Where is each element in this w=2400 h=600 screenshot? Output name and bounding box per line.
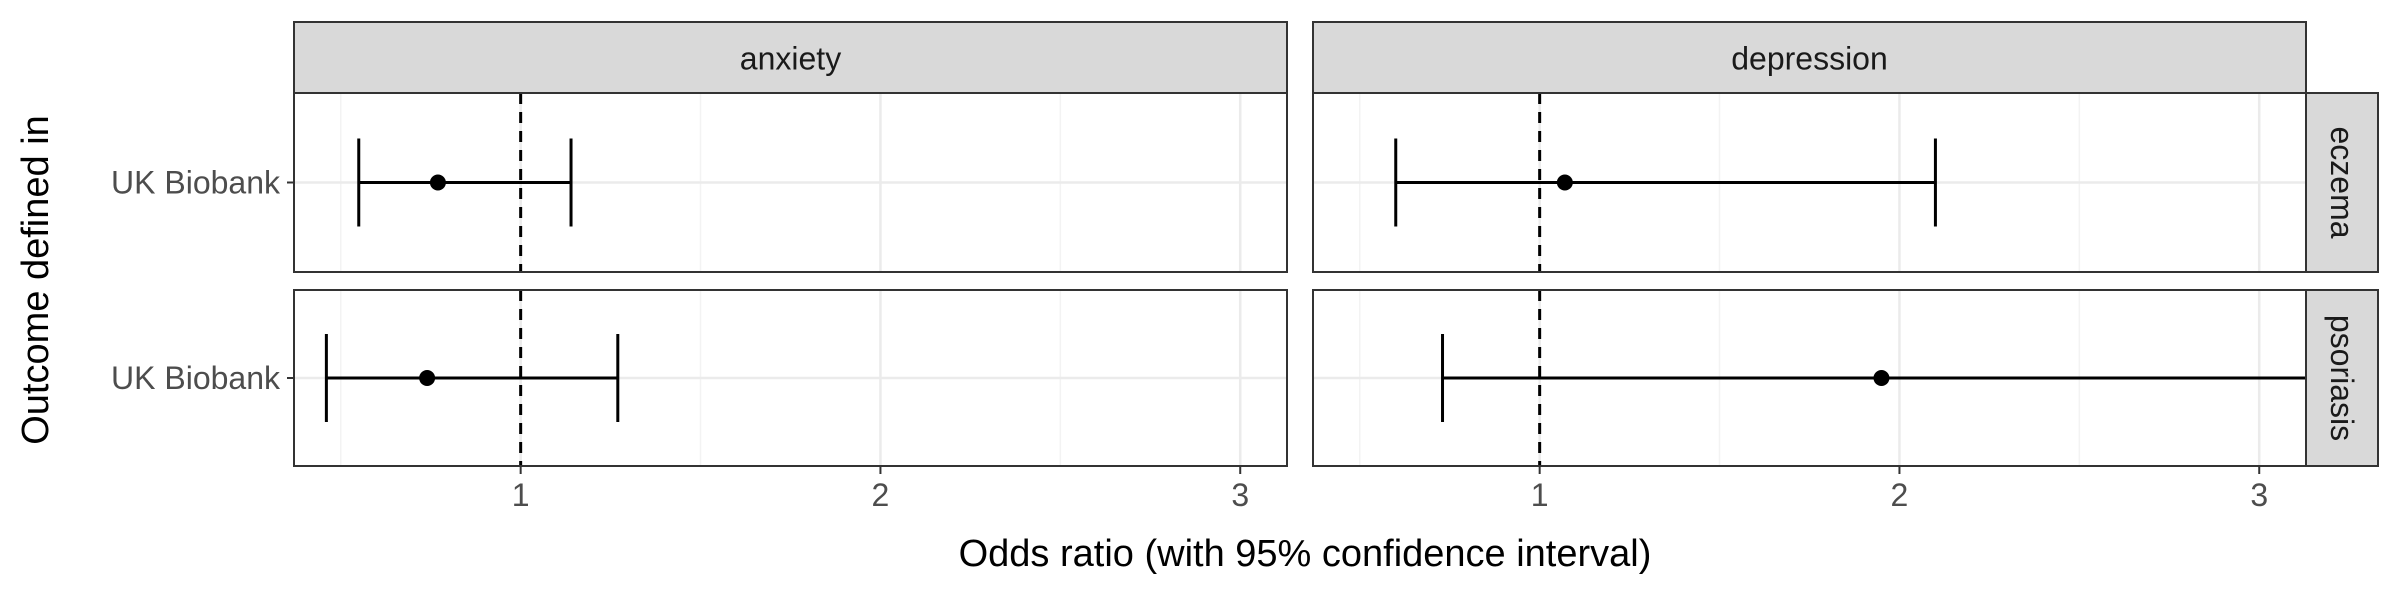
x-tick-label: 2 (1891, 477, 1909, 513)
facet-strip-psoriasis (2305, 289, 2379, 467)
panel-border-depression-eczema (1312, 92, 2307, 273)
panel-border-depression-psoriasis (1312, 289, 2307, 467)
x-tick-label: 1 (512, 477, 530, 513)
panel-depression-eczema (1312, 92, 2307, 273)
x-tick-label: 2 (872, 477, 890, 513)
x-axis-title: Odds ratio (with 95% confidence interval… (959, 533, 1652, 575)
panel-anxiety-eczema: UK Biobank (111, 92, 1288, 273)
facet-strip-label-psoriasis: psoriasis (2324, 315, 2360, 441)
panels-layer: anxiety depression eczema psoriasis UK Bioba… (111, 21, 2379, 513)
facet-strip-label-eczema: eczema (2324, 126, 2360, 238)
odds-ratio-point (419, 370, 436, 386)
facet-strip-eczema (2305, 92, 2379, 273)
x-tick-label: 3 (2250, 477, 2268, 513)
facet-strip-label-anxiety: anxiety (740, 41, 841, 77)
x-tick-label: 1 (1531, 477, 1549, 513)
y-axis-title: Outcome defined in (15, 115, 57, 445)
panel-anxiety-psoriasis: UK Biobank 1 2 3 (111, 289, 1288, 513)
y-tick-label: UK Biobank (111, 165, 281, 201)
odds-ratio-point (1873, 370, 1890, 386)
y-tick-label: UK Biobank (111, 360, 281, 396)
x-tick-label: 3 (1231, 477, 1249, 513)
odds-ratio-point (1556, 174, 1573, 191)
facet-strip-anxiety (293, 21, 1288, 94)
facet-strip-depression (1312, 21, 2307, 94)
panel-depression-psoriasis: 1 2 3 (1312, 289, 2307, 513)
odds-ratio-point (429, 174, 446, 191)
facet-strip-label-depression: depression (1731, 41, 1888, 77)
